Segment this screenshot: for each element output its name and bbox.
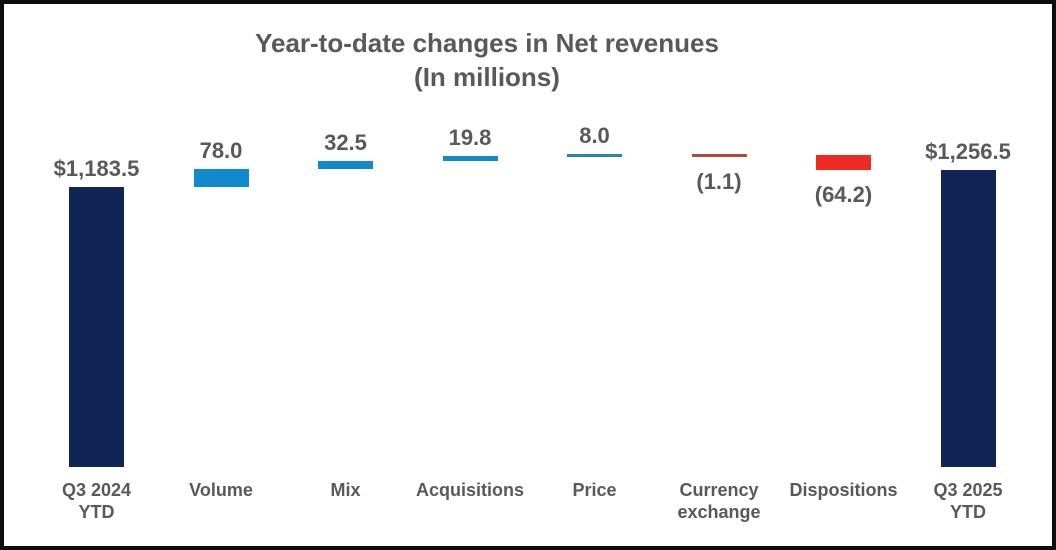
axis-label-volume: Volume (189, 480, 253, 500)
value-label-dispositions: (64.2) (814, 181, 873, 207)
value-label-price: 8.0 (579, 123, 610, 149)
chart-subtitle: (In millions) (414, 62, 560, 92)
axis-label-currency-exchange: Currency exchange (677, 480, 761, 522)
chart-title-block: Year-to-date changes in Net revenues (In… (4, 26, 970, 94)
axis-label-q3-2024-ytd: Q3 2024 YTD (61, 480, 132, 522)
axis-label-mix: Mix (330, 480, 361, 500)
value-label-currency-exchange: (1.1) (696, 169, 742, 195)
chart-title: Year-to-date changes in Net revenues (255, 28, 719, 58)
bar-q3-2024-ytd (69, 187, 124, 467)
bar-currency-exchange (691, 154, 747, 158)
bar-acquisitions (442, 156, 498, 161)
bar-q3-2025-ytd (940, 169, 996, 467)
bar-price (567, 154, 622, 158)
bar-mix (318, 160, 373, 169)
value-label-q3-2025-ytd: $1,256.5 (925, 138, 1011, 164)
axis-label-dispositions: Dispositions (789, 480, 898, 500)
value-label-volume: 78.0 (199, 137, 243, 163)
bar-dispositions (816, 154, 871, 170)
bar-volume (193, 168, 249, 187)
value-label-mix: 32.5 (324, 129, 367, 155)
value-label-acquisitions: 19.8 (448, 125, 492, 151)
axis-label-acquisitions: Acquisitions (415, 480, 524, 500)
axis-label-q3-2025-ytd: Q3 2025 YTD (933, 480, 1003, 522)
value-label-q3-2024-ytd: $1,183.5 (53, 156, 140, 181)
axis-label-price: Price (572, 480, 617, 500)
